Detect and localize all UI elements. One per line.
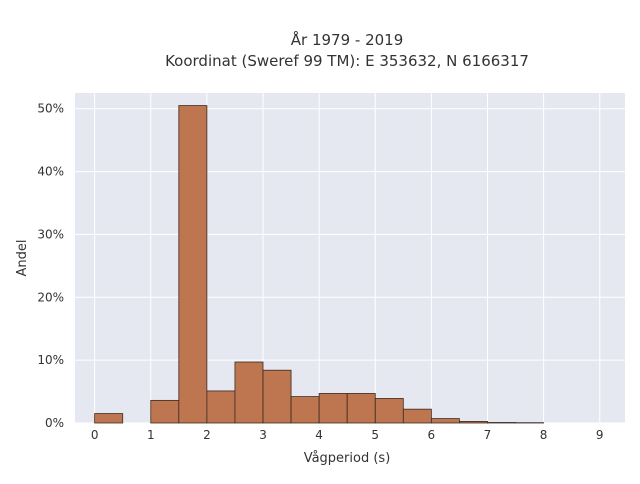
histogram-bar [151,400,179,423]
x-tick-label: 7 [484,428,492,442]
x-tick-label: 5 [371,428,379,442]
histogram-bar [95,414,123,423]
histogram-bar [179,106,207,423]
histogram-bar [347,393,375,423]
x-tick-label: 0 [91,428,99,442]
histogram-bar [459,421,487,423]
plot-background [75,93,625,423]
x-tick-label: 2 [203,428,211,442]
y-axis-title: Andel [15,240,30,277]
histogram-bar [403,409,431,423]
histogram-bar [207,391,235,423]
chart-title-line2: Koordinat (Sweref 99 TM): E 353632, N 61… [165,52,529,70]
histogram-bar [488,422,516,423]
x-tick-label: 4 [315,428,323,442]
histogram-bar [375,398,403,423]
x-axis-title: Vågperiod (s) [304,451,391,466]
y-tick-labels: 0% 10% 20% 30% 40% 50% [37,102,64,430]
y-tick-label: 30% [37,227,64,241]
y-tick-label: 40% [37,165,64,179]
histogram-bar [431,419,459,423]
chart-title-line1: År 1979 - 2019 [291,30,404,49]
y-tick-label: 0% [45,416,64,430]
x-tick-label: 9 [596,428,604,442]
histogram-bar [319,393,347,423]
x-tick-labels: 0 1 2 3 4 5 6 7 8 9 [91,428,604,442]
x-tick-label: 3 [259,428,267,442]
histogram-bar [235,362,263,423]
histogram-bar [263,370,291,423]
histogram-bar [291,397,319,423]
y-tick-label: 20% [37,290,64,304]
x-tick-label: 6 [428,428,436,442]
y-tick-label: 50% [37,102,64,116]
x-tick-label: 8 [540,428,548,442]
x-tick-label: 1 [147,428,155,442]
y-tick-label: 10% [37,353,64,367]
